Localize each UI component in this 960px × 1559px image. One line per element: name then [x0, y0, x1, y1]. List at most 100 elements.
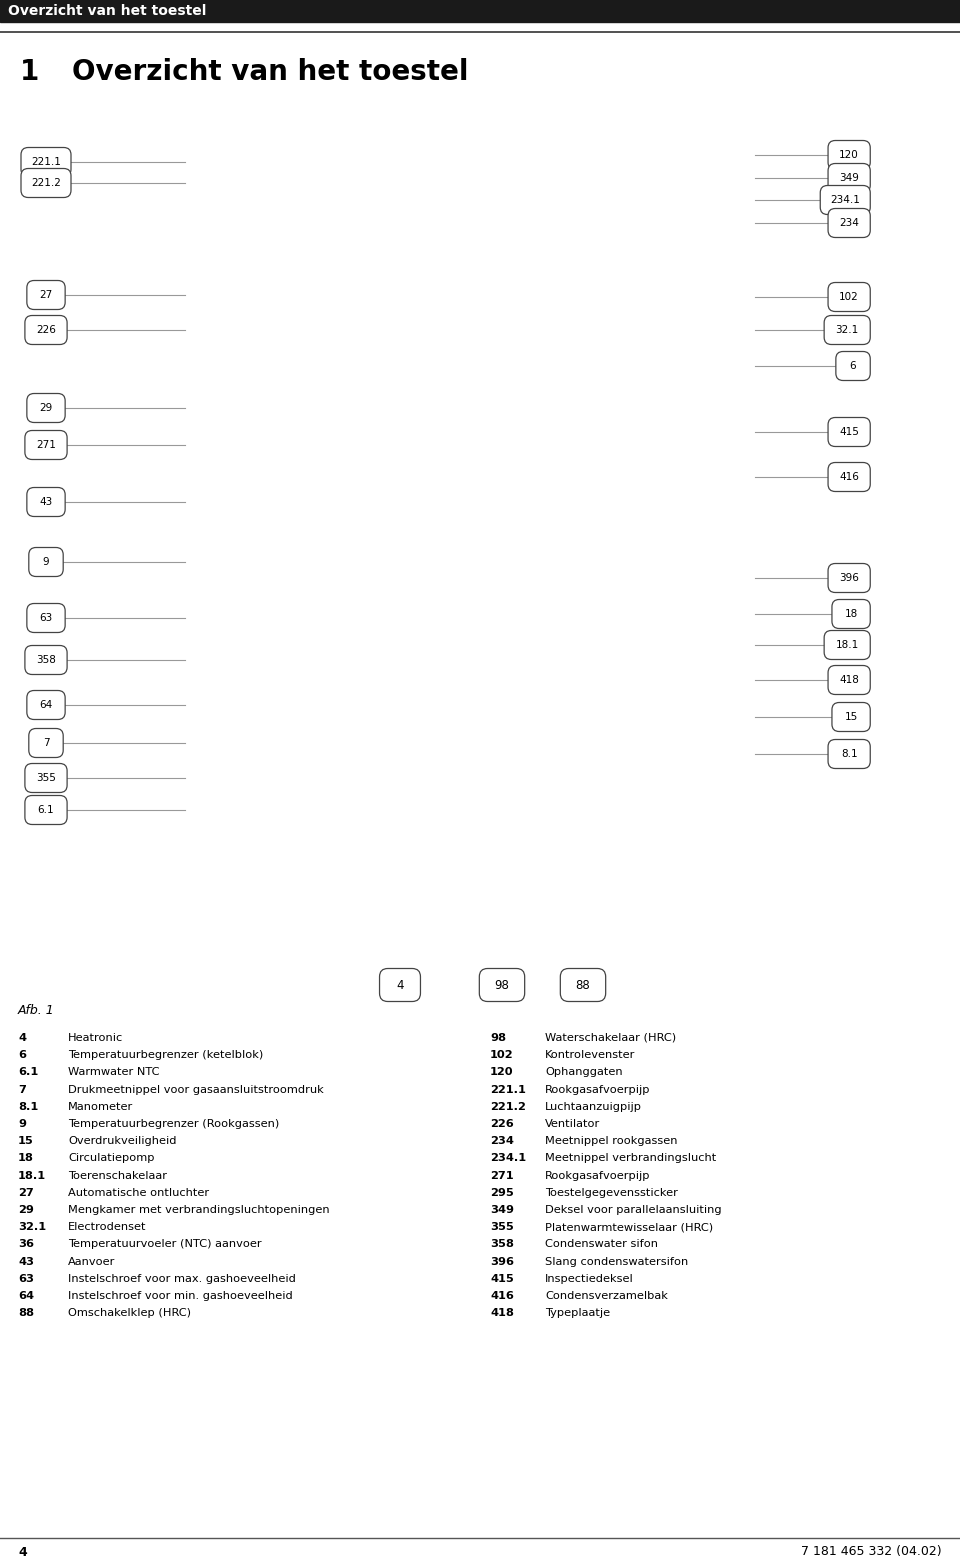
Text: Waterschakelaar (HRC): Waterschakelaar (HRC)	[545, 1034, 676, 1043]
Bar	[0, 0, 960, 22]
Text: Deksel voor parallelaansluiting: Deksel voor parallelaansluiting	[545, 1205, 722, 1214]
Text: 64: 64	[39, 700, 53, 709]
Text: Kontrolevenster: Kontrolevenster	[545, 1051, 636, 1060]
Text: Instelschroef voor max. gashoeveelheid: Instelschroef voor max. gashoeveelheid	[68, 1274, 296, 1283]
Text: 7: 7	[42, 737, 49, 748]
Text: 1: 1	[20, 58, 39, 86]
Text: 396: 396	[490, 1257, 514, 1266]
Text: Afb. 1: Afb. 1	[18, 1004, 55, 1016]
FancyBboxPatch shape	[824, 630, 871, 659]
Text: 4: 4	[396, 979, 404, 992]
Text: 64: 64	[18, 1291, 34, 1302]
FancyBboxPatch shape	[828, 209, 871, 237]
Text: Toerenschakelaar: Toerenschakelaar	[68, 1171, 167, 1180]
Text: 8.1: 8.1	[18, 1102, 38, 1112]
Text: 15: 15	[18, 1137, 34, 1146]
Text: Luchtaanzuigpijp: Luchtaanzuigpijp	[545, 1102, 642, 1112]
Text: 4: 4	[18, 1034, 26, 1043]
FancyBboxPatch shape	[820, 186, 871, 215]
FancyBboxPatch shape	[29, 728, 63, 758]
Text: 349: 349	[839, 173, 859, 182]
FancyBboxPatch shape	[832, 703, 871, 731]
Text: 9: 9	[18, 1119, 26, 1129]
Text: 355: 355	[36, 773, 56, 783]
Text: 88: 88	[576, 979, 590, 992]
Text: 271: 271	[490, 1171, 514, 1180]
Text: Ventilator: Ventilator	[545, 1119, 600, 1129]
FancyBboxPatch shape	[27, 281, 65, 310]
Text: 355: 355	[490, 1222, 514, 1232]
FancyBboxPatch shape	[828, 164, 871, 192]
Text: 4: 4	[18, 1545, 27, 1559]
Text: Condensverzamelbak: Condensverzamelbak	[545, 1291, 668, 1302]
Text: 221.1: 221.1	[490, 1085, 526, 1094]
Text: 234: 234	[490, 1137, 514, 1146]
Text: 415: 415	[839, 427, 859, 437]
Text: 234.1: 234.1	[490, 1154, 526, 1163]
Text: 29: 29	[39, 402, 53, 413]
Text: 416: 416	[490, 1291, 514, 1302]
Text: Toestelgegevenssticker: Toestelgegevenssticker	[545, 1188, 678, 1197]
FancyBboxPatch shape	[379, 968, 420, 1001]
Text: 98: 98	[490, 1034, 506, 1043]
Text: 88: 88	[18, 1308, 34, 1319]
Text: 8.1: 8.1	[841, 748, 857, 759]
Text: Electrodenset: Electrodenset	[68, 1222, 147, 1232]
FancyBboxPatch shape	[27, 691, 65, 720]
Text: Condenswater sifon: Condenswater sifon	[545, 1239, 658, 1249]
Text: 226: 226	[36, 324, 56, 335]
Text: 29: 29	[18, 1205, 34, 1214]
Text: 416: 416	[839, 472, 859, 482]
Text: 36: 36	[18, 1239, 34, 1249]
Text: Slang condenswatersifon: Slang condenswatersifon	[545, 1257, 688, 1266]
Text: 6: 6	[18, 1051, 26, 1060]
FancyBboxPatch shape	[25, 315, 67, 345]
Text: 32.1: 32.1	[18, 1222, 46, 1232]
Text: Mengkamer met verbrandingsluchtopeningen: Mengkamer met verbrandingsluchtopeningen	[68, 1205, 329, 1214]
Text: 358: 358	[36, 655, 56, 666]
Text: Instelschroef voor min. gashoeveelheid: Instelschroef voor min. gashoeveelheid	[68, 1291, 293, 1302]
FancyBboxPatch shape	[828, 563, 871, 592]
Text: 98: 98	[494, 979, 510, 992]
Text: Overdrukveiligheid: Overdrukveiligheid	[68, 1137, 177, 1146]
Text: 120: 120	[490, 1068, 514, 1077]
Text: Overzicht van het toestel: Overzicht van het toestel	[72, 58, 468, 86]
FancyBboxPatch shape	[27, 603, 65, 633]
Text: 226: 226	[490, 1119, 514, 1129]
FancyBboxPatch shape	[828, 418, 871, 446]
Text: Heatronic: Heatronic	[68, 1034, 123, 1043]
Text: Manometer: Manometer	[68, 1102, 133, 1112]
FancyBboxPatch shape	[25, 795, 67, 825]
Text: 102: 102	[490, 1051, 514, 1060]
Text: 63: 63	[18, 1274, 34, 1283]
Text: 9: 9	[42, 557, 49, 567]
Text: 63: 63	[39, 613, 53, 624]
Text: 234: 234	[839, 218, 859, 228]
FancyBboxPatch shape	[29, 547, 63, 577]
FancyBboxPatch shape	[25, 430, 67, 460]
Text: 18.1: 18.1	[835, 641, 859, 650]
Text: Meetnippel verbrandingslucht: Meetnippel verbrandingslucht	[545, 1154, 716, 1163]
Text: 27: 27	[18, 1188, 34, 1197]
Text: Rookgasafvoerpijp: Rookgasafvoerpijp	[545, 1085, 651, 1094]
Text: Aanvoer: Aanvoer	[68, 1257, 115, 1266]
FancyBboxPatch shape	[828, 666, 871, 694]
Text: Rookgasafvoerpijp: Rookgasafvoerpijp	[545, 1171, 651, 1180]
Text: Typeplaatje: Typeplaatje	[545, 1308, 611, 1319]
FancyBboxPatch shape	[828, 140, 871, 170]
FancyBboxPatch shape	[824, 315, 871, 345]
FancyBboxPatch shape	[836, 351, 871, 380]
Text: 43: 43	[18, 1257, 34, 1266]
Text: Ophanggaten: Ophanggaten	[545, 1068, 623, 1077]
Text: 6: 6	[850, 362, 856, 371]
Text: Temperatuurvoeler (NTC) aanvoer: Temperatuurvoeler (NTC) aanvoer	[68, 1239, 262, 1249]
Text: 7: 7	[18, 1085, 26, 1094]
FancyBboxPatch shape	[25, 645, 67, 675]
Text: 295: 295	[490, 1188, 514, 1197]
Text: Temperatuurbegrenzer (ketelblok): Temperatuurbegrenzer (ketelblok)	[68, 1051, 263, 1060]
Text: 358: 358	[490, 1239, 514, 1249]
Text: Overzicht van het toestel: Overzicht van het toestel	[8, 5, 206, 19]
Text: 221.2: 221.2	[490, 1102, 526, 1112]
Text: 349: 349	[490, 1205, 514, 1214]
Text: 271: 271	[36, 440, 56, 451]
